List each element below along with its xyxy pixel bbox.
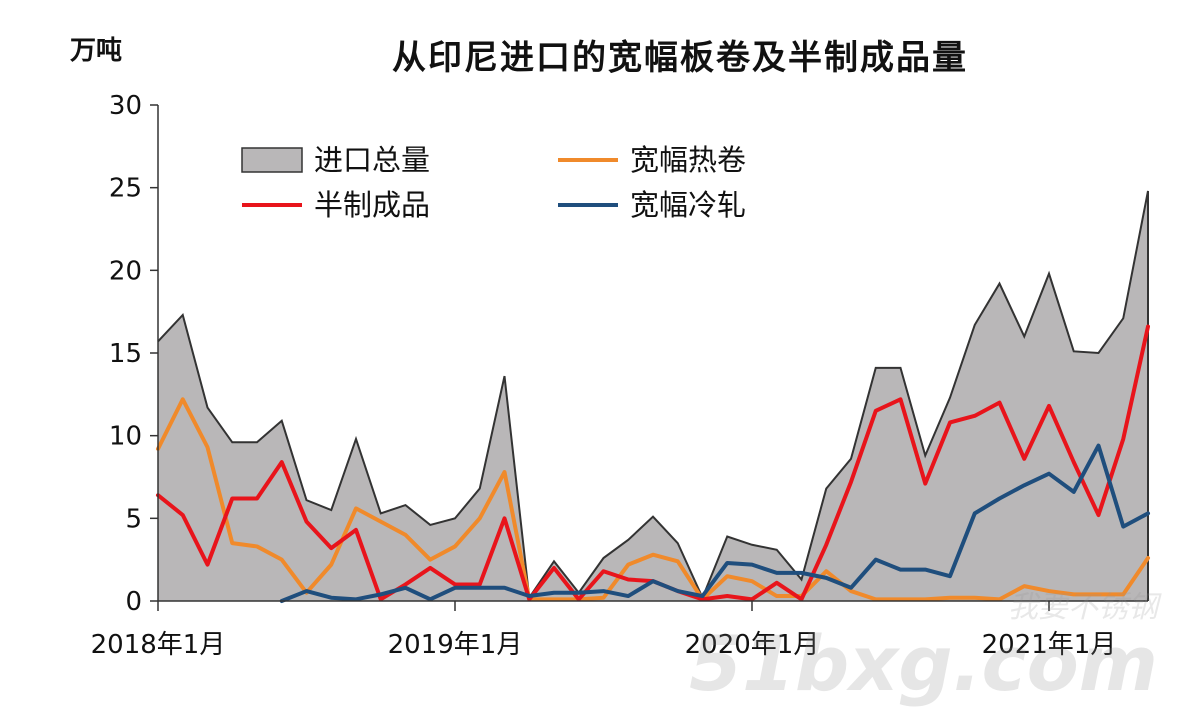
y-tick-label: 10 (109, 422, 142, 452)
legend-swatch-area (241, 147, 303, 173)
series-line-wide-hot-coil (156, 397, 1150, 602)
series-area-total-edge (157, 190, 1149, 601)
x-tick-label: 2018年1月 (91, 630, 226, 660)
y-tick-label: 20 (109, 256, 142, 286)
y-tick-label: 5 (125, 504, 142, 534)
y-tick-label: 30 (109, 91, 142, 121)
legend-item-wide-hot-coil: 宽幅热卷 (558, 143, 746, 177)
series-line-wide-cold-rolled (279, 443, 1150, 603)
x-tick-label: 2019年1月 (388, 630, 523, 660)
y-tick-label: 0 (125, 587, 142, 617)
x-tick-label: 2021年1月 (982, 630, 1117, 660)
legend-item-semi-finished: 半制成品 (242, 188, 430, 222)
y-tick-label: 25 (109, 174, 142, 204)
legend-label: 宽幅热卷 (630, 143, 746, 177)
chart-title: 从印尼进口的宽幅板卷及半制成品量 (392, 38, 968, 78)
legend-label: 进口总量 (314, 143, 430, 177)
legend-label: 宽幅冷轧 (630, 188, 746, 222)
y-tick-label: 15 (109, 339, 142, 369)
axis-layer: 0 5 10 15 20 25 30 2018年1月 2019年1月 2020年1月 2021年1月 (91, 91, 1148, 660)
y-axis-unit-label: 万吨 (70, 36, 123, 66)
legend-item-wide-cold-rolled: 宽幅冷轧 (558, 188, 746, 222)
x-tick-label: 2020年1月 (685, 630, 820, 660)
area-layer (157, 190, 1149, 601)
series-area-total (158, 190, 1148, 601)
line-layer (156, 324, 1150, 603)
legend-label: 半制成品 (314, 188, 430, 222)
legend-item-total: 进口总量 (241, 143, 430, 177)
